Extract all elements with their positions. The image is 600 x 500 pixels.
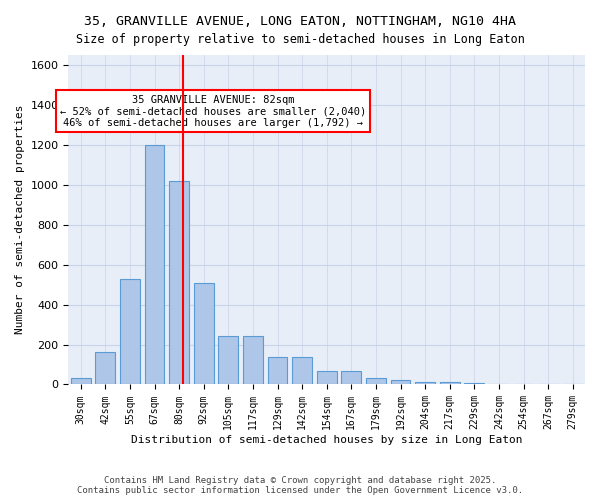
Bar (71, 378, 91, 384)
Bar (317, 372, 337, 384)
Bar (95, 352, 115, 384)
Bar (341, 372, 361, 384)
Y-axis label: Number of semi-detached properties: Number of semi-detached properties (15, 105, 25, 334)
Bar (366, 378, 386, 384)
Text: 35 GRANVILLE AVENUE: 82sqm
← 52% of semi-detached houses are smaller (2,040)
46%: 35 GRANVILLE AVENUE: 82sqm ← 52% of semi… (60, 94, 366, 128)
Bar (243, 336, 263, 384)
Bar (391, 380, 410, 384)
Text: 35, GRANVILLE AVENUE, LONG EATON, NOTTINGHAM, NG10 4HA: 35, GRANVILLE AVENUE, LONG EATON, NOTTIN… (84, 15, 516, 28)
Bar (169, 181, 189, 384)
Bar (218, 336, 238, 384)
Text: Contains HM Land Registry data © Crown copyright and database right 2025.: Contains HM Land Registry data © Crown c… (104, 476, 496, 485)
Bar (194, 282, 214, 384)
Bar (292, 356, 312, 384)
Bar (120, 278, 140, 384)
Text: Size of property relative to semi-detached houses in Long Eaton: Size of property relative to semi-detach… (76, 32, 524, 46)
Bar (268, 356, 287, 384)
Text: Contains public sector information licensed under the Open Government Licence v3: Contains public sector information licen… (77, 486, 523, 495)
X-axis label: Distribution of semi-detached houses by size in Long Eaton: Distribution of semi-detached houses by … (131, 435, 523, 445)
Bar (145, 145, 164, 384)
Bar (415, 382, 435, 384)
Bar (440, 382, 460, 384)
